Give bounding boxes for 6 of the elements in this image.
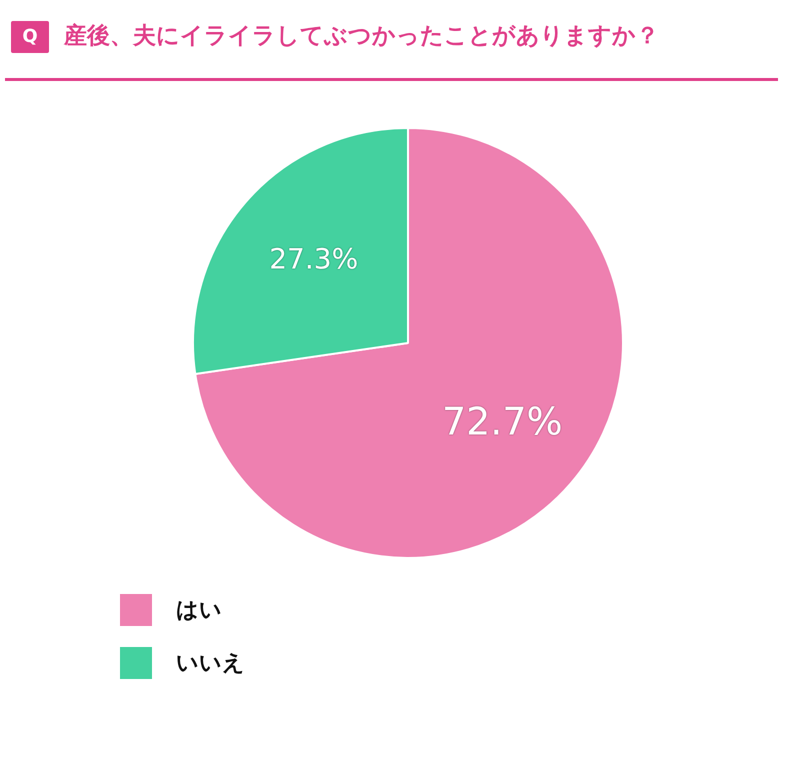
q-badge: Q [11,21,49,53]
data-label: 72.7% [442,399,563,444]
chart-title: 産後、夫にイライラしてぶつかったことがありますか？ [64,22,659,51]
legend-label: いいえ [176,650,245,678]
legend-label: はい [176,596,222,624]
data-label: 27.3% [269,242,358,276]
